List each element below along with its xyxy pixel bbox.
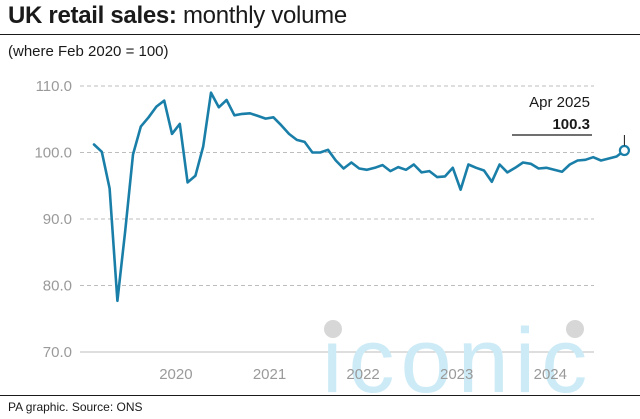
chart-title: UK retail sales: monthly volume <box>8 2 347 30</box>
grid-lines <box>80 85 594 353</box>
title-divider <box>0 34 640 35</box>
x-tick-label: 2023 <box>440 366 473 383</box>
y-tick-label: 90.0 <box>43 211 72 228</box>
chart-title-bold: UK retail sales: <box>8 2 177 29</box>
y-tick-label: 80.0 <box>43 278 72 295</box>
x-tick-label: 2024 <box>534 366 567 383</box>
x-tick-label: 2022 <box>346 366 379 383</box>
series-line-0 <box>92 91 626 303</box>
x-tick-label: 2021 <box>253 366 286 383</box>
source-footer: PA graphic. Source: ONS <box>8 400 143 414</box>
chart-subtitle: (where Feb 2020 = 100) <box>8 43 169 60</box>
annotation-date: Apr 2025 <box>529 94 590 111</box>
x-tick-label: 2020 <box>159 366 192 383</box>
watermark-dot-left <box>324 320 342 338</box>
y-tick-label: 70.0 <box>43 344 72 361</box>
series-layer <box>92 91 631 303</box>
last-point-marker <box>618 144 631 157</box>
watermark-text: iconic <box>322 310 593 395</box>
footer-divider <box>0 395 640 396</box>
iconic-watermark: iconic <box>322 310 593 395</box>
chart-title-rest: monthly volume <box>176 2 347 29</box>
y-tick-label: 110.0 <box>36 78 72 95</box>
y-tick-label: 100.0 <box>34 145 72 162</box>
annotation-value: 100.3 <box>552 116 590 133</box>
y-axis-ticks: 110.0 100.0 90.0 80.0 70.0 <box>34 78 72 361</box>
end-annotation: Apr 2025 100.3 <box>512 94 625 146</box>
watermark-dot-right <box>566 320 584 338</box>
x-axis-ticks: 2020 2021 2022 2023 2024 <box>159 366 567 383</box>
